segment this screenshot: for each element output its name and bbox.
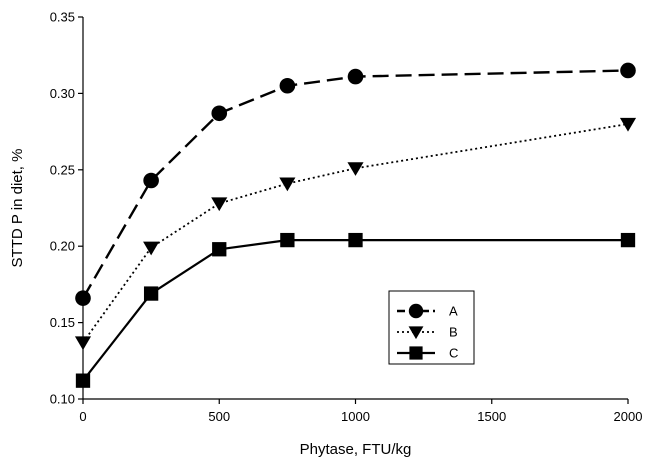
data-point-b [347, 162, 364, 176]
x-axis-title: Phytase, FTU/kg [300, 441, 412, 458]
series-b [74, 117, 637, 351]
legend-item-a: A [397, 304, 458, 319]
x-tick-label: 2000 [614, 409, 643, 424]
data-point-b [74, 336, 92, 351]
series-line-a [81, 69, 629, 299]
legend-marker [409, 346, 423, 360]
data-point-a [620, 62, 636, 79]
data-point-b [619, 117, 637, 132]
data-point-c [620, 232, 636, 248]
x-axis-ticks: 0 500 1000 1500 2000 [79, 399, 642, 424]
data-point-c [212, 242, 227, 257]
legend: ABC [388, 290, 475, 365]
x-tick-label: 1000 [341, 409, 370, 424]
y-tick-label: 0.35 [50, 10, 75, 25]
series-layer [74, 62, 637, 388]
x-tick-label: 1500 [477, 409, 506, 424]
legend-item-b: B [397, 325, 458, 340]
axes-layer: 0.10 0.15 0.20 0.25 0.30 0.35 0 500 1000 1500 200… [50, 10, 643, 425]
legend-marker [408, 303, 424, 319]
data-point-a [143, 172, 159, 189]
y-tick-label: 0.30 [50, 86, 75, 101]
x-tick-label: 500 [208, 409, 230, 424]
legend-item-c: C [397, 346, 458, 361]
legend-marker [408, 326, 424, 340]
legend-box [388, 290, 475, 365]
legend-label: A [449, 304, 458, 319]
data-point-b [211, 197, 228, 212]
series-line-c [82, 239, 628, 382]
data-point-a [75, 290, 91, 306]
legend-label: C [449, 346, 458, 361]
data-point-b [279, 177, 296, 192]
data-point-c [348, 232, 363, 248]
legend-label: B [449, 325, 458, 340]
data-point-a [211, 105, 228, 122]
data-point-a [279, 77, 296, 94]
data-point-b [143, 241, 160, 256]
series-a [75, 62, 636, 306]
data-point-c [75, 373, 91, 388]
y-tick-label: 0.25 [50, 162, 75, 177]
data-point-a [347, 68, 364, 85]
series-c [75, 232, 636, 388]
data-point-c [143, 286, 159, 301]
data-point-c [280, 232, 295, 248]
y-tick-label: 0.15 [50, 315, 75, 330]
y-tick-label: 0.20 [50, 239, 75, 254]
y-tick-label: 0.10 [50, 392, 75, 407]
x-tick-label: 0 [79, 409, 86, 424]
y-axis-ticks: 0.10 0.15 0.20 0.25 0.30 0.35 [50, 10, 83, 407]
y-axis-title: STTD P in diet, % [9, 149, 26, 268]
